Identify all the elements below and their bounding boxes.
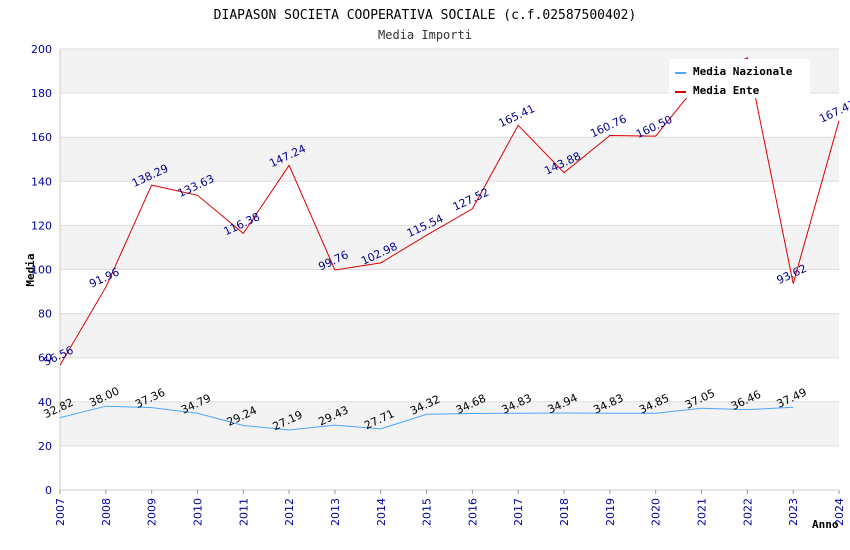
grid-band	[60, 269, 839, 314]
grid-band	[60, 93, 839, 138]
grid-band	[60, 401, 839, 446]
x-tick-label: 2014	[375, 498, 388, 526]
x-tick-label: 2021	[696, 498, 709, 526]
x-axis-ticks: 2007 2008 2009 2010 2011 2012 2013 2014 2015 2016…	[54, 490, 846, 526]
x-tick-label: 2020	[650, 498, 663, 526]
grid-band	[60, 313, 839, 358]
x-tick-label: 2011	[237, 498, 250, 526]
x-tick-label: 2024	[833, 498, 846, 526]
legend-label-nazionale: Media Nazionale	[693, 65, 793, 78]
x-tick-label: 2013	[329, 498, 342, 526]
y-axis-ticks: 0 20 40 60 80 100 120 140 160 180 200	[31, 43, 52, 497]
y-axis-label: Media	[24, 253, 37, 286]
grid-bands	[60, 49, 839, 490]
y-tick-label: 140	[31, 175, 52, 188]
legend: Media Nazionale Media Ente	[669, 59, 810, 98]
legend-label-ente: Media Ente	[693, 84, 760, 97]
y-tick-label: 160	[31, 131, 52, 144]
grid-lines	[59, 48, 839, 491]
y-tick-label: 80	[38, 308, 52, 321]
x-tick-label: 2007	[54, 498, 67, 526]
x-tick-label: 2015	[421, 498, 434, 526]
x-tick-label: 2010	[191, 498, 204, 526]
x-tick-label: 2016	[466, 498, 479, 526]
y-tick-label: 0	[45, 484, 52, 497]
chart-subtitle: Media Importi	[378, 28, 472, 42]
x-tick-label: 2022	[741, 498, 754, 526]
grid-band	[60, 137, 839, 182]
grid-band	[60, 225, 839, 270]
chart-title: DIAPASON SOCIETA COOPERATIVA SOCIALE (c.…	[214, 8, 637, 23]
x-axis-label: Anno	[812, 518, 839, 531]
legend-box	[669, 59, 810, 98]
x-tick-label: 2017	[512, 498, 525, 526]
grid-band	[60, 181, 839, 226]
y-tick-label: 200	[31, 43, 52, 56]
x-tick-label: 2023	[787, 498, 800, 526]
series-line	[60, 405, 794, 431]
y-tick-label: 120	[31, 219, 52, 232]
y-tick-label: 20	[38, 440, 52, 453]
x-tick-label: 2008	[100, 498, 113, 526]
x-tick-label: 2019	[604, 498, 617, 526]
y-tick-label: 40	[38, 396, 52, 409]
x-tick-label: 2009	[146, 498, 159, 526]
y-tick-label: 180	[31, 87, 52, 100]
y-tick-label: 60	[38, 352, 52, 365]
y-tick-label: 100	[31, 264, 52, 277]
x-tick-label: 2012	[283, 498, 296, 526]
x-tick-label: 2018	[558, 498, 571, 526]
grid-band	[60, 357, 839, 402]
grid-band	[60, 445, 839, 490]
